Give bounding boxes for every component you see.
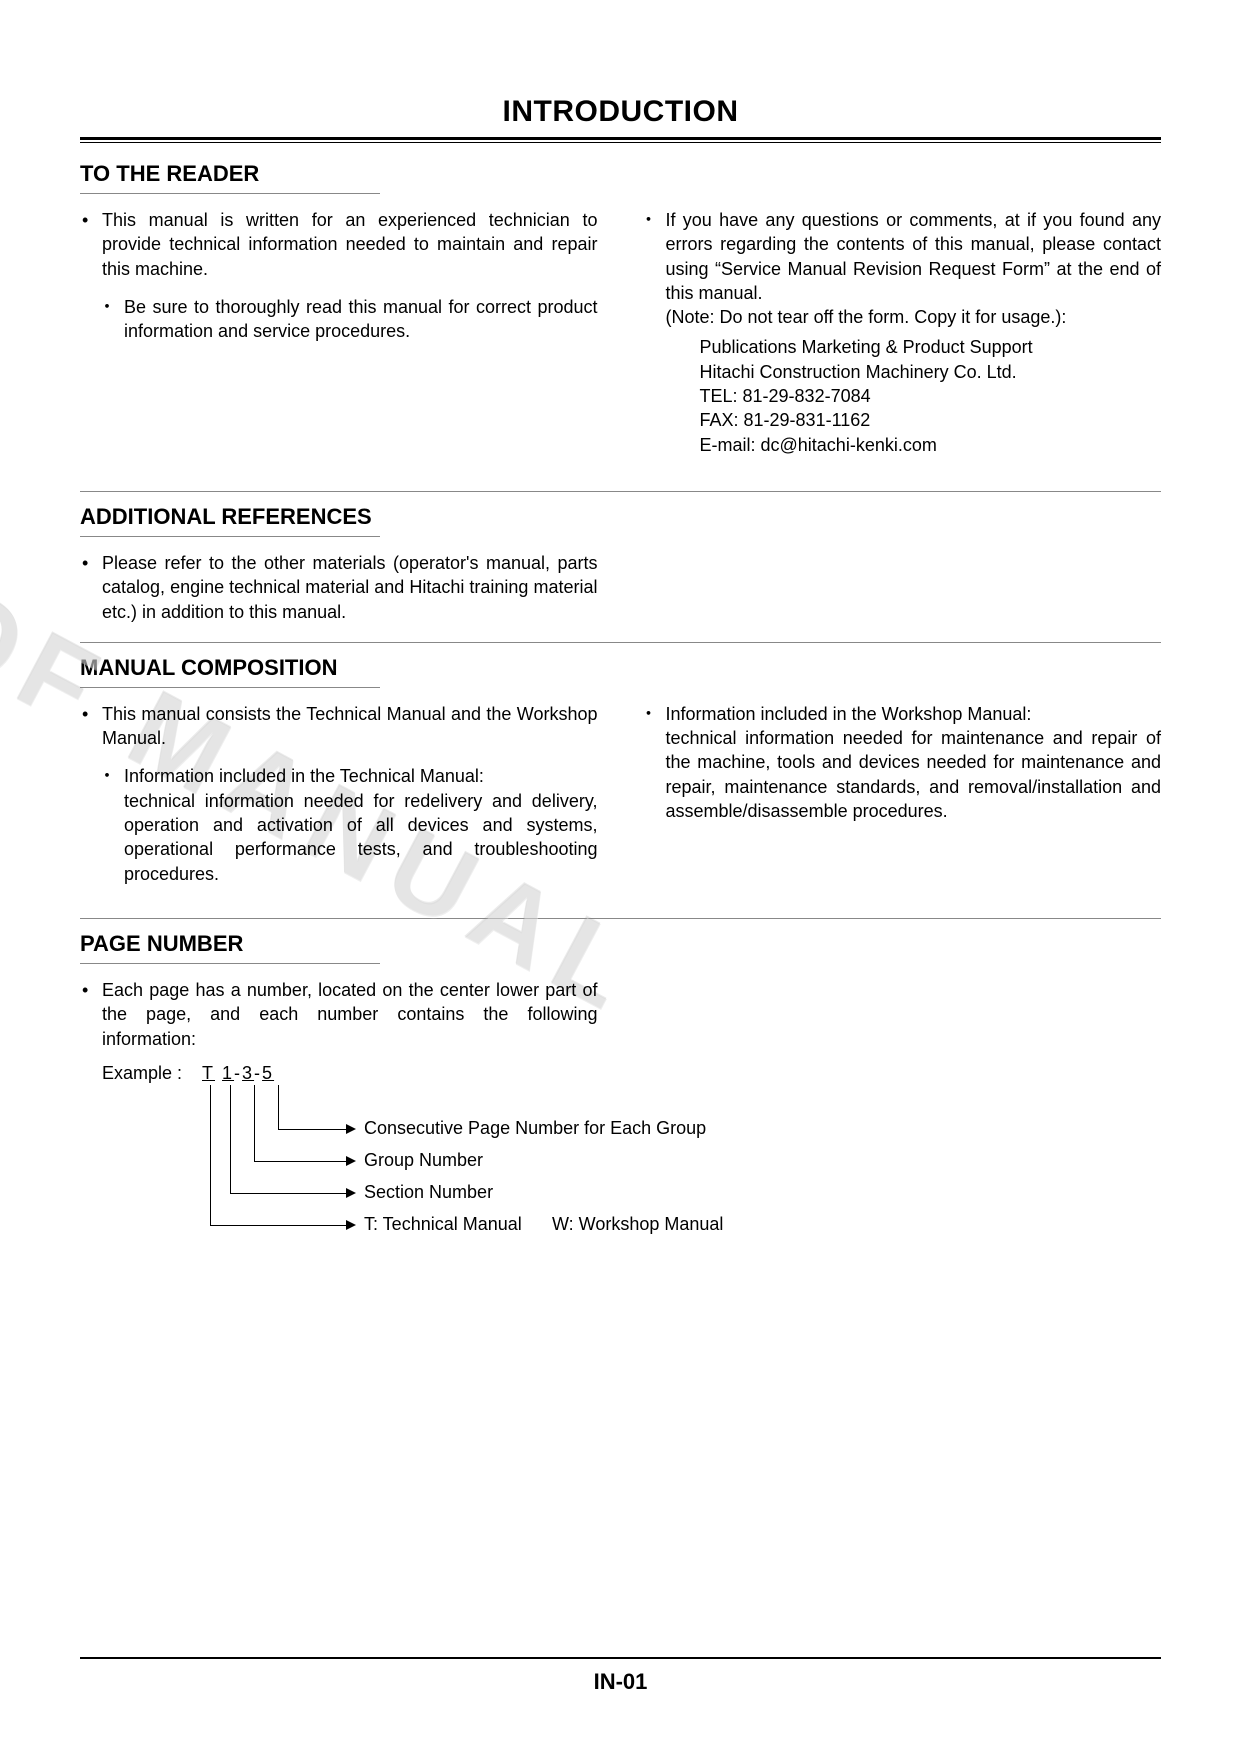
reader-right-dot-1: If you have any questions or comments, a…: [644, 208, 1162, 457]
pagenum-diagram: Example : T 1-3-5 Consecutive Page Numbe…: [102, 1063, 1161, 1263]
comp-bullet-1: This manual consists the Technical Manua…: [80, 702, 598, 886]
reader-note: (Note: Do not tear off the form. Copy it…: [666, 305, 1162, 329]
contact-line-3: TEL: 81-29-832-7084: [700, 384, 1162, 408]
pagenum-columns: Each page has a number, located on the c…: [80, 978, 1161, 1063]
addref-columns: Please refer to the other materials (ope…: [80, 551, 1161, 636]
arrow-icon: [346, 1220, 356, 1230]
diagram-label-2: Group Number: [364, 1150, 483, 1171]
diagram-vline-1: [230, 1085, 231, 1193]
comp-left-dot-1-head: Information included in the Technical Ma…: [124, 766, 484, 786]
rule-before-addref: [80, 491, 1161, 492]
comp-left-dot-1: Information included in the Technical Ma…: [102, 764, 598, 885]
addref-right-col: [644, 551, 1162, 636]
heading-manual-composition: MANUAL COMPOSITION: [80, 655, 380, 688]
diagram-vline-3: [254, 1085, 255, 1161]
diagram-vline-5: [278, 1085, 279, 1129]
arrow-icon: [346, 1188, 356, 1198]
contact-line-2: Hitachi Construction Machinery Co. Ltd.: [700, 360, 1162, 384]
contact-line-4: FAX: 81-29-831-1162: [700, 408, 1162, 432]
title-rule: [80, 137, 1161, 143]
arrow-icon: [346, 1156, 356, 1166]
diagram-label-4b: W: Workshop Manual: [552, 1214, 723, 1235]
comp-columns: This manual consists the Technical Manua…: [80, 702, 1161, 898]
code-3: 3: [242, 1063, 254, 1083]
example-label: Example :: [102, 1063, 182, 1084]
reader-right-col: If you have any questions or comments, a…: [644, 208, 1162, 467]
reader-left-col: This manual is written for an experience…: [80, 208, 598, 467]
rule-before-comp: [80, 642, 1161, 643]
heading-page-number: PAGE NUMBER: [80, 931, 380, 964]
reader-bullet-1-text: This manual is written for an experience…: [102, 210, 598, 279]
addref-bullet-1: Please refer to the other materials (ope…: [80, 551, 598, 624]
diagram-hline-2: [254, 1161, 346, 1162]
pagenum-right-col: [644, 978, 1162, 1063]
diagram-vline-T: [210, 1085, 211, 1225]
page-footer: IN-01: [80, 1657, 1161, 1695]
footer-rule: [80, 1657, 1161, 1659]
diagram-label-1: Consecutive Page Number for Each Group: [364, 1118, 706, 1139]
comp-right-dot-1-body: technical information needed for mainten…: [666, 728, 1162, 821]
pagenum-left-col: Each page has a number, located on the c…: [80, 978, 598, 1063]
comp-left-col: This manual consists the Technical Manua…: [80, 702, 598, 898]
heading-additional-references: ADDITIONAL REFERENCES: [80, 504, 380, 537]
rule-before-pagenum: [80, 918, 1161, 919]
comp-right-dot-1: Information included in the Workshop Man…: [644, 702, 1162, 823]
comp-bullet-1-text: This manual consists the Technical Manua…: [102, 704, 598, 748]
code-1: 1: [222, 1063, 234, 1083]
reader-right-dot-1-text: If you have any questions or comments, a…: [666, 210, 1162, 303]
diagram-hline-3: [230, 1193, 346, 1194]
pagenum-bullet-1: Each page has a number, located on the c…: [80, 978, 598, 1051]
footer-page-number: IN-01: [80, 1669, 1161, 1695]
contact-block: Publications Marketing & Product Support…: [666, 335, 1162, 456]
diagram-hline-4: [210, 1225, 346, 1226]
page-title: INTRODUCTION: [80, 95, 1161, 129]
contact-line-1: Publications Marketing & Product Support: [700, 335, 1162, 359]
comp-right-col: Information included in the Workshop Man…: [644, 702, 1162, 898]
heading-to-the-reader: TO THE READER: [80, 161, 380, 194]
diagram-hline-1: [278, 1129, 346, 1130]
reader-columns: This manual is written for an experience…: [80, 208, 1161, 467]
diagram-label-4a: T: Technical Manual: [364, 1214, 522, 1235]
comp-right-dot-1-head: Information included in the Workshop Man…: [666, 704, 1032, 724]
comp-left-dot-1-body: technical information needed for redeliv…: [124, 791, 598, 884]
code-5: 5: [262, 1063, 274, 1083]
diagram-label-3: Section Number: [364, 1182, 493, 1203]
code-T: T: [202, 1063, 215, 1083]
contact-line-5: E-mail: dc@hitachi-kenki.com: [700, 433, 1162, 457]
reader-dot-1: Be sure to thoroughly read this manual f…: [102, 295, 598, 344]
arrow-icon: [346, 1124, 356, 1134]
addref-left-col: Please refer to the other materials (ope…: [80, 551, 598, 636]
example-code: T 1-3-5: [202, 1063, 274, 1084]
page: OF MANUAL INTRODUCTION TO THE READER Thi…: [0, 0, 1241, 1755]
reader-bullet-1: This manual is written for an experience…: [80, 208, 598, 343]
